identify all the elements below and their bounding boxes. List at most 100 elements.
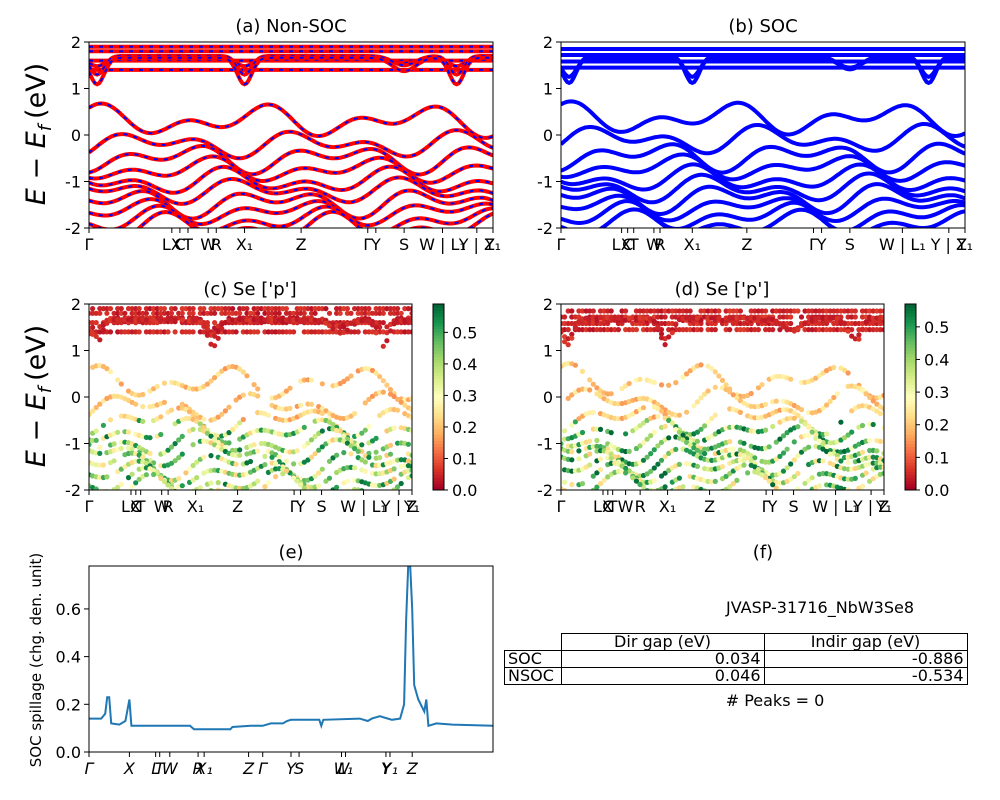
scatter-point bbox=[93, 486, 99, 490]
scatter-point bbox=[791, 410, 797, 416]
scatter-point bbox=[251, 317, 257, 323]
scatter-point bbox=[770, 308, 776, 314]
colorbar-segment bbox=[905, 462, 916, 466]
scatter-point bbox=[597, 456, 604, 462]
x-tick-label: Z bbox=[232, 497, 243, 516]
scatter-point bbox=[562, 314, 568, 320]
scatter-point bbox=[201, 323, 207, 329]
scatter-point bbox=[194, 418, 200, 424]
scatter-point bbox=[798, 407, 805, 413]
colorbar-segment bbox=[905, 471, 916, 475]
scatter-point bbox=[666, 308, 672, 314]
scatter-point bbox=[881, 392, 884, 398]
scatter-point bbox=[748, 390, 754, 397]
scatter-point bbox=[280, 329, 286, 335]
scatter-point bbox=[867, 478, 873, 484]
scatter-point bbox=[759, 472, 765, 478]
scatter-point bbox=[129, 310, 135, 316]
scatter-point bbox=[737, 320, 744, 327]
scatter-point bbox=[183, 306, 189, 312]
scatter-point bbox=[255, 329, 261, 335]
scatter-point bbox=[813, 308, 819, 314]
x-tick-label: T bbox=[155, 759, 166, 778]
scatter-point bbox=[737, 315, 744, 321]
scatter-point bbox=[111, 458, 117, 464]
scatter-point bbox=[186, 329, 193, 335]
scatter-point bbox=[219, 306, 225, 312]
scatter-point bbox=[798, 314, 805, 320]
scatter-point bbox=[579, 308, 586, 314]
scatter-point bbox=[834, 327, 840, 333]
scatter-point bbox=[319, 329, 325, 335]
scatter-point bbox=[94, 494, 99, 499]
scatter-point bbox=[308, 377, 315, 383]
scatter-point bbox=[755, 327, 762, 333]
scatter-point bbox=[151, 310, 157, 316]
colorbar-segment bbox=[433, 459, 444, 463]
x-tick-label: Γ bbox=[258, 759, 268, 778]
scatter-point bbox=[247, 310, 254, 316]
scatter-point bbox=[387, 442, 394, 448]
scatter-point bbox=[827, 398, 833, 404]
colorbar-segment bbox=[433, 316, 444, 320]
scatter-point bbox=[576, 308, 582, 314]
scatter-point bbox=[759, 382, 765, 388]
scatter-point bbox=[838, 458, 844, 464]
peaks-count: # Peaks = 0 bbox=[726, 691, 825, 710]
scatter-point bbox=[362, 306, 368, 312]
scatter-point bbox=[355, 310, 361, 316]
scatter-point bbox=[151, 306, 157, 312]
scatter-point bbox=[237, 452, 243, 458]
scatter-points bbox=[89, 306, 412, 499]
colorbar-segment bbox=[433, 313, 444, 317]
scatter-point bbox=[90, 408, 96, 414]
scatter-point bbox=[344, 478, 350, 484]
scatter-point bbox=[594, 470, 600, 476]
scatter-point bbox=[777, 308, 783, 314]
scatter-point bbox=[562, 339, 568, 345]
colorbar-segment bbox=[433, 443, 444, 448]
scatter-point bbox=[233, 423, 239, 429]
scatter-point bbox=[597, 481, 604, 487]
scatter-point bbox=[301, 443, 307, 449]
scatter-point bbox=[273, 474, 279, 480]
scatter-point bbox=[658, 457, 665, 463]
scatter-point bbox=[727, 471, 733, 477]
scatter-point bbox=[348, 310, 354, 316]
scatter-point bbox=[709, 308, 715, 314]
ylabel-main: E − E bbox=[21, 393, 52, 467]
scatter-point bbox=[147, 435, 153, 441]
scatter-point bbox=[380, 306, 386, 312]
scatter-point bbox=[180, 491, 185, 496]
scatter-point bbox=[723, 382, 729, 388]
colorbar-segment bbox=[433, 393, 444, 398]
scatter-point bbox=[244, 310, 250, 316]
scatter-point bbox=[359, 430, 365, 436]
scatter-point bbox=[594, 315, 600, 321]
scatter-point bbox=[398, 329, 404, 335]
y-tick-label: 0 bbox=[71, 388, 81, 407]
y-tick-label: -2 bbox=[65, 219, 81, 238]
scatter-point bbox=[405, 441, 411, 447]
x-tick-label: Y₁ bbox=[484, 235, 501, 254]
scatter-point bbox=[190, 412, 196, 418]
scatter-point bbox=[658, 439, 665, 445]
scatter-point bbox=[391, 425, 397, 431]
scatter-point bbox=[287, 405, 293, 411]
colorbar-segment bbox=[433, 372, 444, 376]
colorbar-segment bbox=[905, 412, 916, 417]
scatter-point bbox=[215, 335, 221, 341]
gap-row-dir: 0.046 bbox=[560, 667, 765, 685]
colorbar-segment bbox=[905, 483, 916, 488]
scatter-point bbox=[208, 487, 214, 490]
scatter-point bbox=[816, 438, 823, 444]
scatter-point bbox=[608, 308, 614, 314]
scatter-point bbox=[161, 306, 167, 312]
band-line bbox=[561, 141, 965, 175]
scatter-point bbox=[730, 392, 736, 398]
scatter-point bbox=[366, 310, 372, 316]
plot-frame bbox=[88, 41, 494, 229]
scatter-point bbox=[849, 308, 855, 314]
scatter-point bbox=[240, 329, 246, 335]
colorbar-tick-label: 0.4 bbox=[452, 355, 477, 374]
